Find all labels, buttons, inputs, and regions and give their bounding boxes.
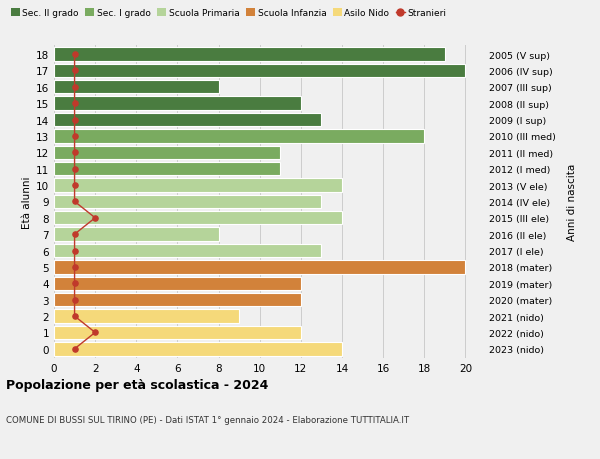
Point xyxy=(70,280,79,287)
Point xyxy=(70,198,79,206)
Bar xyxy=(54,97,301,111)
Text: COMUNE DI BUSSI SUL TIRINO (PE) - Dati ISTAT 1° gennaio 2024 - Elaborazione TUTT: COMUNE DI BUSSI SUL TIRINO (PE) - Dati I… xyxy=(6,415,409,425)
Point xyxy=(70,100,79,107)
Point xyxy=(70,117,79,124)
Point xyxy=(70,297,79,304)
Point xyxy=(70,166,79,173)
Bar xyxy=(54,146,280,160)
Bar xyxy=(54,179,342,192)
Bar xyxy=(54,244,322,257)
Bar xyxy=(54,162,280,176)
Bar xyxy=(54,113,322,127)
Point xyxy=(70,51,79,59)
Point xyxy=(70,133,79,140)
Bar xyxy=(54,310,239,323)
Point xyxy=(91,215,100,222)
Point xyxy=(91,329,100,336)
Legend: Sec. II grado, Sec. I grado, Scuola Primaria, Scuola Infanzia, Asilo Nido, Stran: Sec. II grado, Sec. I grado, Scuola Prim… xyxy=(11,9,446,18)
Bar xyxy=(54,293,301,307)
Bar xyxy=(54,326,301,339)
Point xyxy=(70,345,79,353)
Point xyxy=(70,84,79,91)
Y-axis label: Età alunni: Età alunni xyxy=(22,176,32,228)
Bar xyxy=(54,65,466,78)
Point xyxy=(70,313,79,320)
Bar xyxy=(54,130,424,143)
Bar xyxy=(54,261,466,274)
Bar xyxy=(54,228,218,241)
Bar xyxy=(54,342,342,356)
Point xyxy=(70,149,79,157)
Point xyxy=(70,182,79,189)
Point xyxy=(70,247,79,255)
Point xyxy=(70,263,79,271)
Bar xyxy=(54,277,301,291)
Bar xyxy=(54,81,218,94)
Point xyxy=(70,67,79,75)
Bar xyxy=(54,48,445,62)
Text: Popolazione per età scolastica - 2024: Popolazione per età scolastica - 2024 xyxy=(6,379,268,392)
Bar xyxy=(54,195,322,209)
Bar xyxy=(54,212,342,225)
Point xyxy=(70,231,79,238)
Y-axis label: Anni di nascita: Anni di nascita xyxy=(567,163,577,241)
